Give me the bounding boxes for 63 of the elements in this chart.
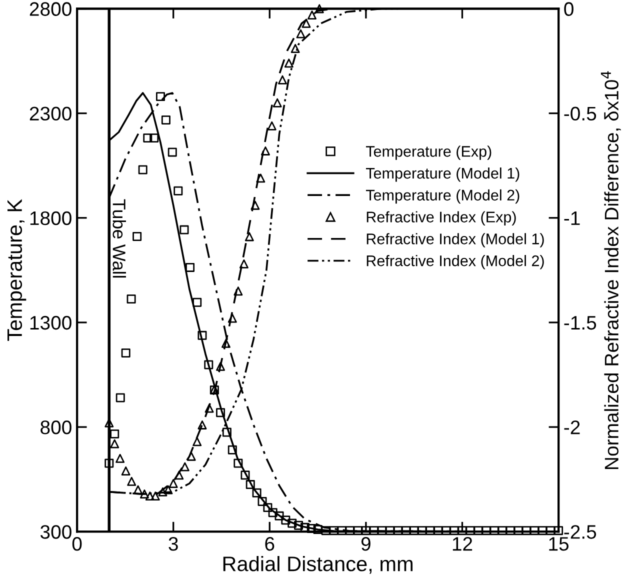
- point: [244, 232, 254, 242]
- y-tick-label: 1800: [30, 211, 72, 226]
- point: [204, 404, 214, 413]
- point: [272, 98, 282, 108]
- x-axis-title: Radial Distance, mm: [223, 556, 413, 574]
- point: [180, 462, 190, 472]
- point: [314, 4, 324, 14]
- y-tick-label: 2800: [30, 2, 72, 16]
- point: [192, 437, 202, 446]
- legend-label: Temperature (Model 1): [366, 167, 520, 182]
- y-tick-label: 1300: [30, 316, 72, 330]
- point: [278, 75, 287, 84]
- point: [145, 492, 154, 501]
- legend-label: Temperature (Exp): [366, 146, 492, 160]
- x-tick-label: 15: [549, 537, 569, 551]
- y-tick-label: 300: [40, 525, 72, 539]
- point: [296, 29, 306, 38]
- point: [260, 146, 270, 156]
- point: [284, 58, 294, 68]
- y2-tick-label: -0.5: [564, 106, 596, 121]
- y2-tick-label: 0: [564, 2, 574, 16]
- point: [228, 314, 237, 323]
- legend-label: Refractive Index (Model 2): [366, 255, 544, 270]
- point: [256, 174, 266, 183]
- point: [239, 259, 248, 268]
- legend-label: Refractive Index (Exp): [366, 211, 516, 226]
- point: [216, 362, 226, 371]
- point: [250, 200, 260, 210]
- point: [198, 420, 207, 430]
- point: [302, 18, 311, 28]
- x-tick-label: 12: [452, 536, 472, 551]
- point: [174, 470, 184, 480]
- point: [134, 485, 143, 494]
- x-tick-label: 9: [361, 536, 370, 551]
- point: [116, 454, 125, 463]
- y-tick-label: 2300: [30, 106, 72, 121]
- point: [290, 44, 300, 53]
- point: [140, 489, 149, 498]
- y2-axis-title: Normalized Refractive Index Difference, δx10$^{4}$: [600, 71, 621, 469]
- x-tick-label: 3: [168, 536, 178, 551]
- x-tick-label: 6: [265, 536, 274, 551]
- legend-label: Temperature (Model 2): [366, 189, 520, 204]
- y-axis-title: Temperature, K: [7, 199, 26, 341]
- y2-tick-label: -2.5: [564, 525, 596, 539]
- point: [164, 485, 173, 494]
- point: [110, 439, 120, 448]
- point: [158, 487, 168, 496]
- point: [186, 452, 196, 461]
- point: [121, 466, 130, 476]
- point: [127, 476, 136, 486]
- point: [150, 492, 160, 501]
- y2-tick-label: -1.5: [564, 316, 596, 330]
- x-tick-label: 0: [72, 536, 82, 551]
- y2-tick-label: -1: [564, 212, 580, 225]
- point: [234, 286, 243, 296]
- point: [308, 10, 317, 20]
- point: [221, 338, 230, 348]
- ref-line-label: Tube Wall: [112, 199, 126, 278]
- y2-tick-label: -2: [564, 420, 580, 434]
- point: [267, 121, 276, 130]
- y-tick-label: 800: [40, 420, 72, 434]
- legend-label: Refractive Index (Model 1): [366, 233, 544, 248]
- point: [168, 479, 178, 488]
